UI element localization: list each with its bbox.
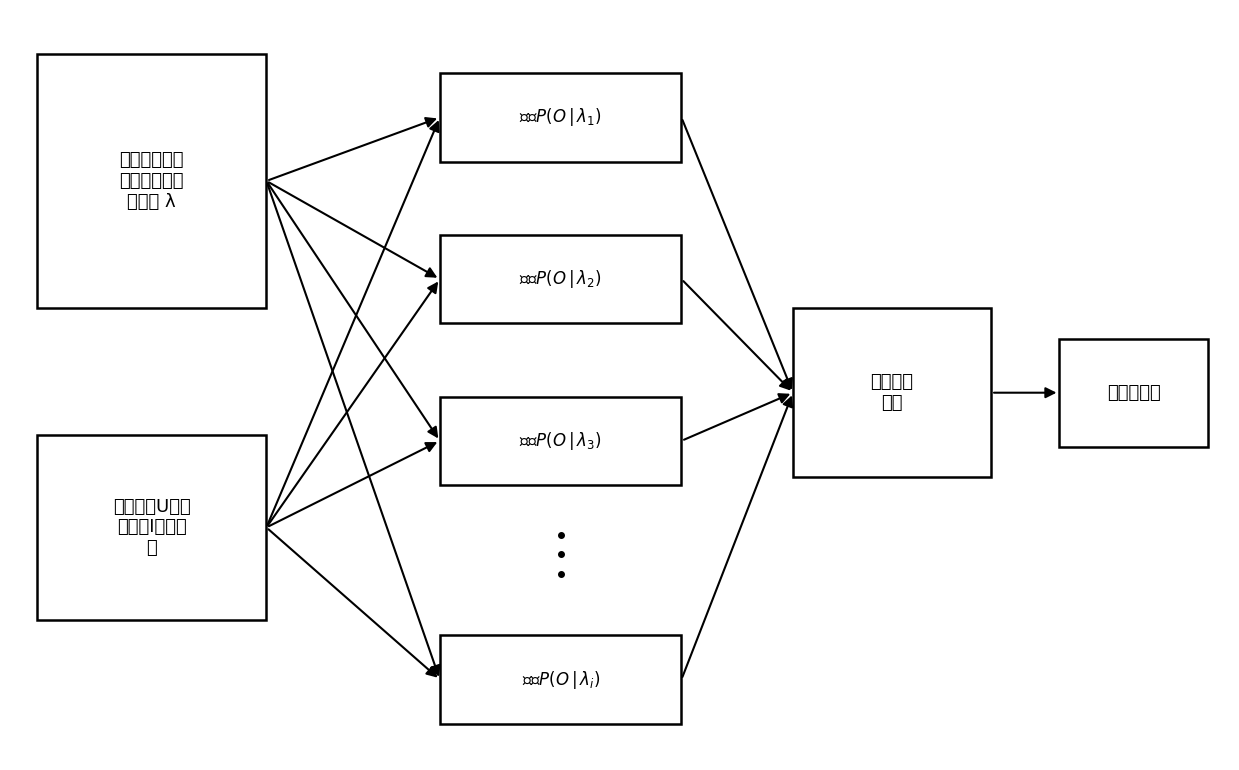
Bar xyxy=(37,435,266,620)
Bar xyxy=(1059,339,1208,447)
Bar xyxy=(37,54,266,308)
Text: 选择最大
概率: 选择最大 概率 xyxy=(871,373,913,412)
Text: 输出电压U和输
出电流I的测量
值: 输出电压U和输 出电流I的测量 值 xyxy=(113,497,191,557)
Bar xyxy=(793,308,991,477)
Bar xyxy=(440,635,681,724)
Text: 计算$P(O\,|\,\lambda_3)$: 计算$P(O\,|\,\lambda_3)$ xyxy=(519,430,602,452)
Text: 计算$P(O\,|\,\lambda_i)$: 计算$P(O\,|\,\lambda_i)$ xyxy=(522,668,600,691)
Text: 逆变器状态: 逆变器状态 xyxy=(1106,383,1161,402)
Bar xyxy=(440,235,681,323)
Text: 训练各故障状
态的隐马尔科
夫模型 λ: 训练各故障状 态的隐马尔科 夫模型 λ xyxy=(119,151,185,211)
Text: 计算$P(O\,|\,\lambda_2)$: 计算$P(O\,|\,\lambda_2)$ xyxy=(519,268,602,290)
Bar xyxy=(440,73,681,162)
Bar xyxy=(440,397,681,485)
Text: 计算$P(O\,|\,\lambda_1)$: 计算$P(O\,|\,\lambda_1)$ xyxy=(519,106,602,129)
